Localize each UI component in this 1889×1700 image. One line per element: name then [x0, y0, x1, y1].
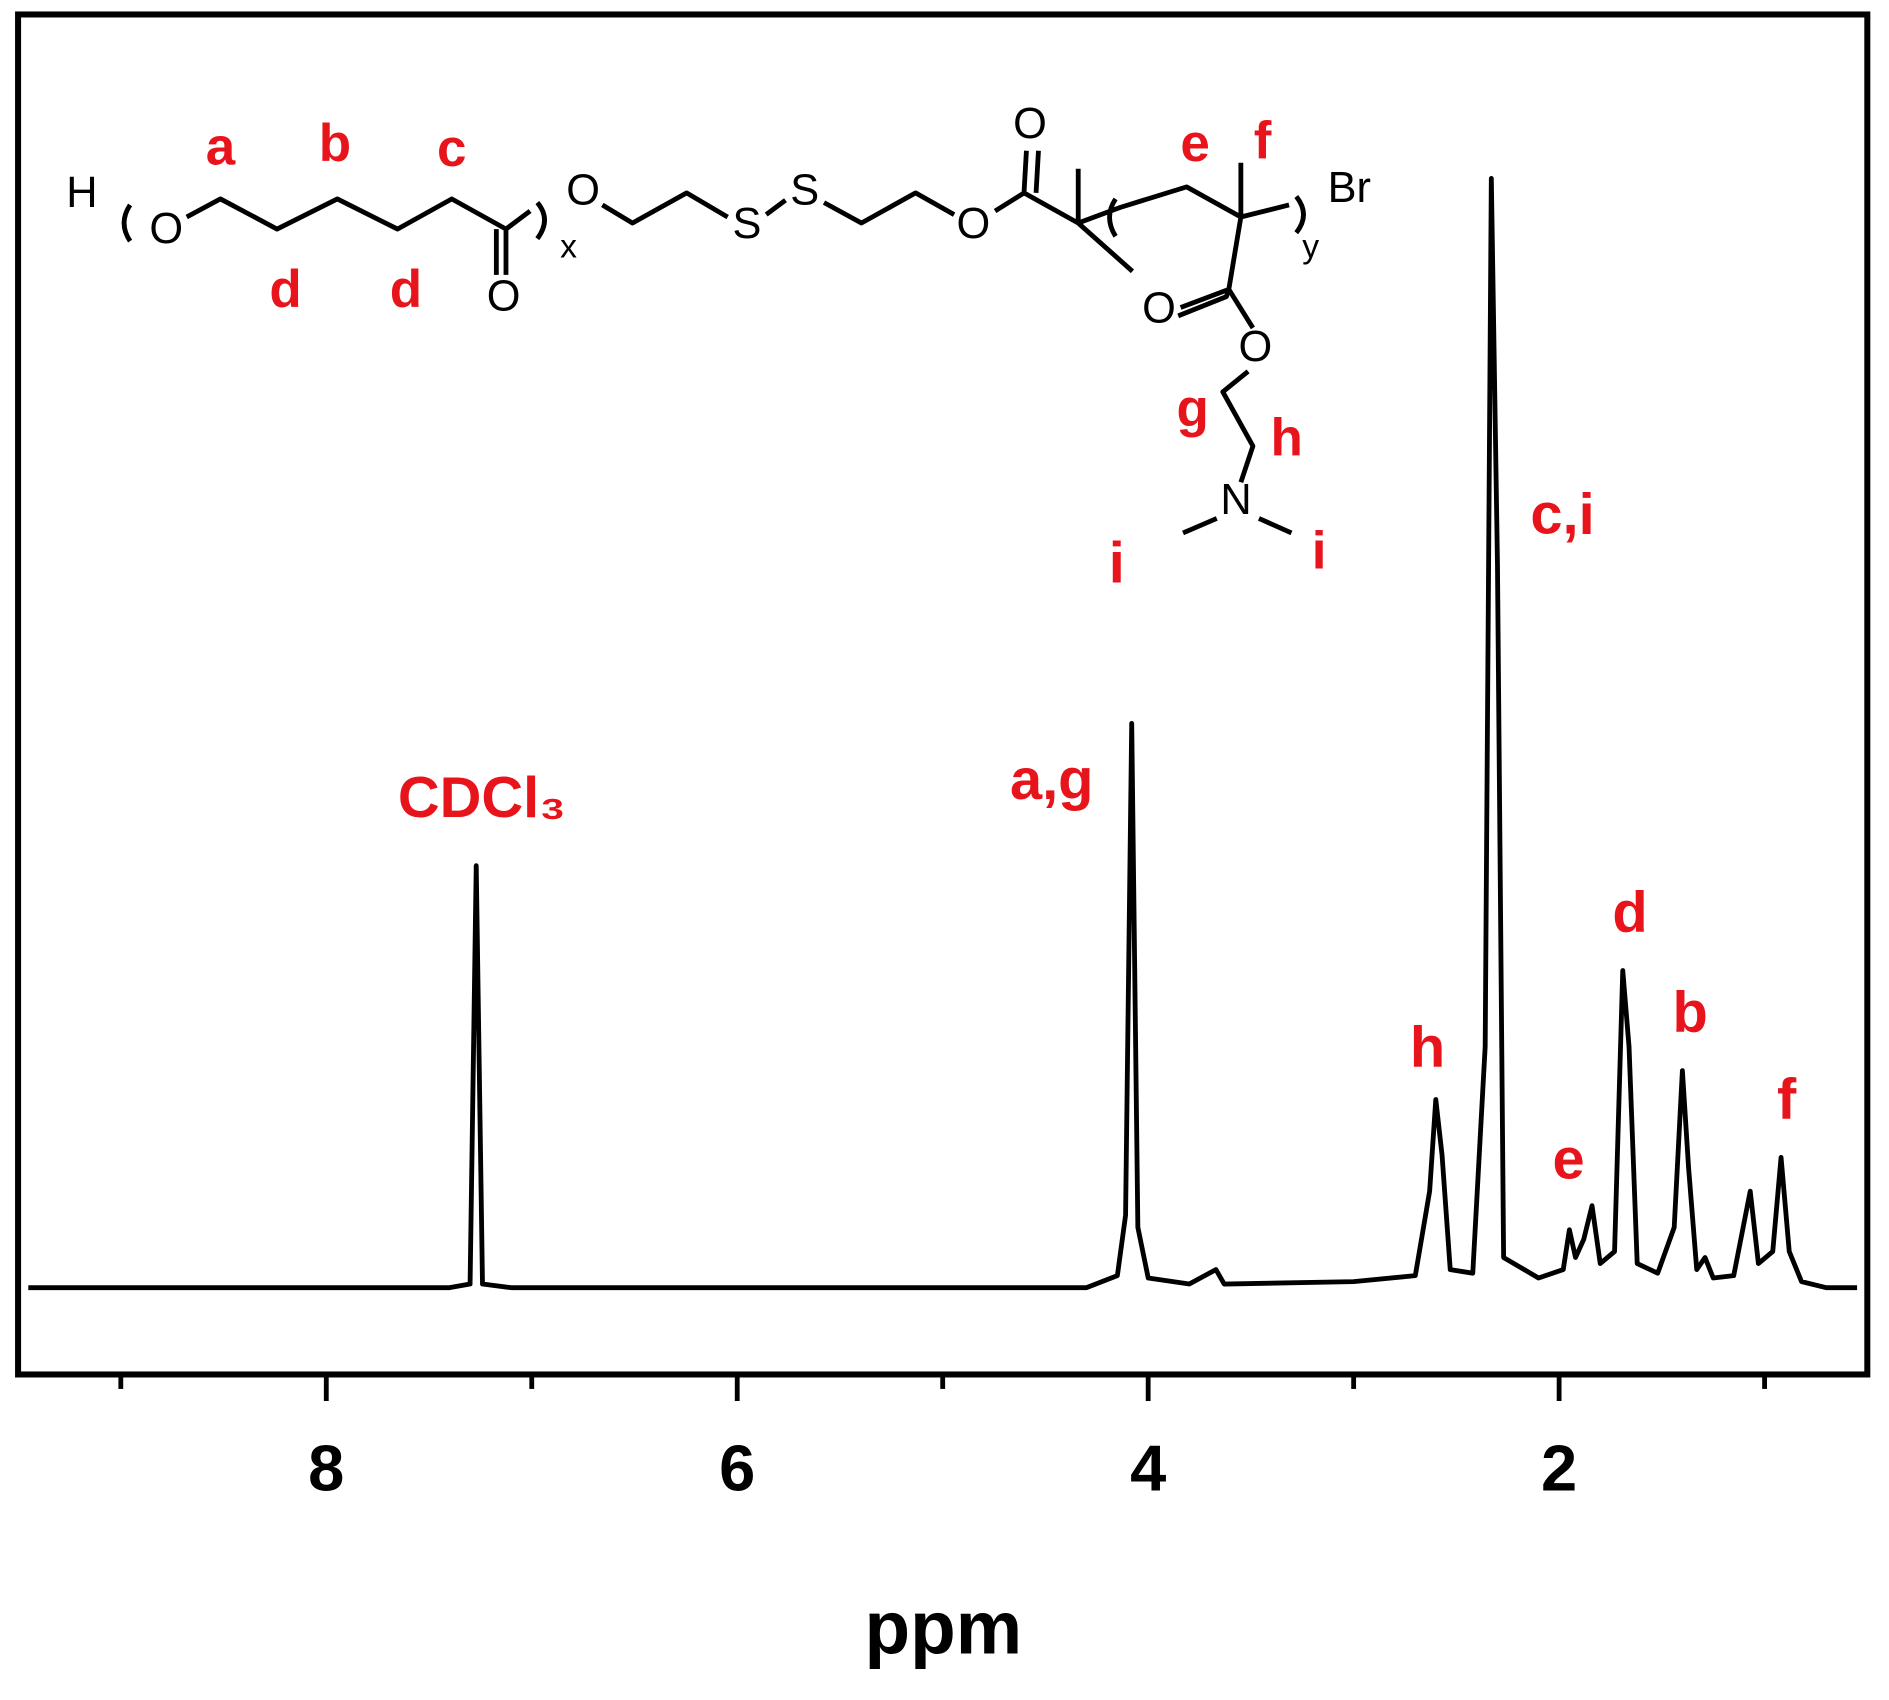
x-tick-label: 4: [1130, 1432, 1166, 1505]
peak-label: CDCl₃: [398, 766, 566, 830]
atom-label: O: [1238, 323, 1272, 371]
atom-label: y: [1302, 227, 1319, 265]
peak-label: b: [1673, 981, 1708, 1045]
structure-proton-label: h: [1270, 408, 1302, 467]
atom-label: S: [790, 166, 819, 214]
atom-label: O: [566, 166, 600, 214]
peak-label: i: [1109, 531, 1125, 595]
atom-label: O: [1142, 285, 1176, 333]
peak-label: h: [1410, 1016, 1445, 1080]
structure-proton-label: a: [206, 118, 236, 177]
peak-label: e: [1552, 1128, 1584, 1192]
x-tick-label: 8: [308, 1432, 344, 1505]
structure-proton-label: i: [1312, 522, 1327, 581]
atom-label: O: [957, 200, 991, 248]
atom-label: O: [1013, 100, 1047, 148]
peak-label: f: [1777, 1067, 1797, 1131]
structure-proton-label: d: [390, 260, 422, 319]
structure-proton-label: f: [1254, 112, 1272, 171]
atom-label: O: [487, 272, 521, 320]
atom-label: H: [66, 169, 97, 217]
peak-label: a,g: [1010, 748, 1094, 812]
structure-proton-label: d: [269, 260, 301, 319]
structure-bonds: [121, 150, 1306, 536]
atom-label: S: [732, 200, 761, 248]
x-tick-label: 2: [1541, 1432, 1577, 1505]
peak-label: d: [1612, 881, 1647, 945]
spectrum-line: [28, 176, 1858, 1291]
structure-proton-label: e: [1180, 114, 1209, 173]
structure-proton-label: b: [319, 114, 351, 173]
x-tick-label: 6: [719, 1432, 755, 1505]
structure-proton-label: g: [1176, 379, 1208, 438]
atom-label: N: [1220, 476, 1251, 524]
atom-label: x: [560, 227, 577, 265]
atom-label: O: [149, 205, 183, 253]
peak-label: c,i: [1530, 483, 1594, 547]
structure-proton-label: c: [437, 119, 466, 178]
atom-label: Br: [1328, 164, 1371, 212]
x-axis-label: ppm: [864, 1585, 1022, 1669]
